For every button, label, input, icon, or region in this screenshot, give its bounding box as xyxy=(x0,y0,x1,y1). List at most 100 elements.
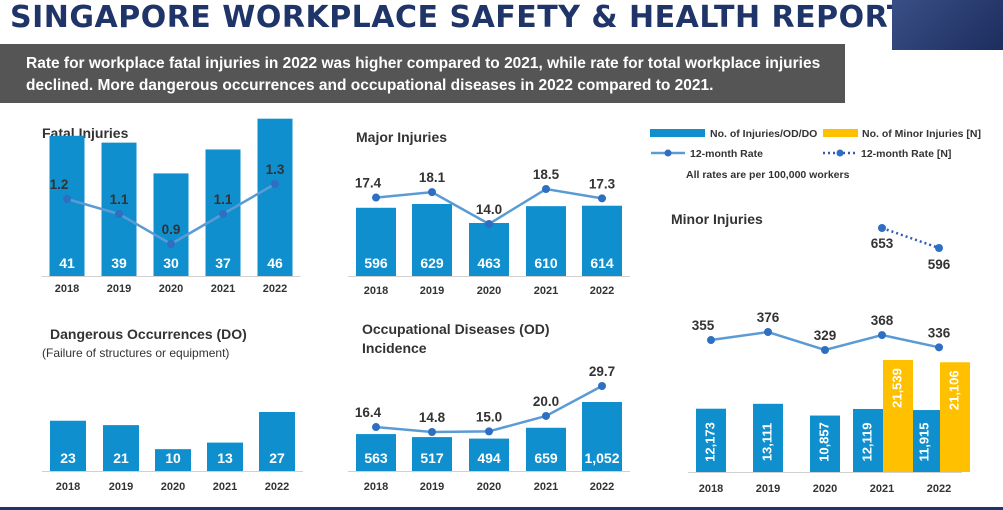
od-rate-label: 14.8 xyxy=(419,410,446,425)
major-rate-label: 14.0 xyxy=(476,202,502,217)
major-rate-point xyxy=(372,193,380,202)
fatal-bar-label: 30 xyxy=(163,255,179,271)
do-chart: 23 21 10 13 27 2018 2019 2020 2021 2022 xyxy=(42,412,303,493)
od-bar-label: 1,052 xyxy=(584,450,619,466)
legend-dashed-line-label: 12-month Rate [N] xyxy=(861,148,951,160)
od-rate-point xyxy=(485,427,493,436)
do-bar xyxy=(259,412,295,471)
major-bar xyxy=(582,205,622,276)
minor-minor-bar xyxy=(940,362,970,472)
summary-text: Rate for workplace fatal injuries in 202… xyxy=(26,55,821,94)
major-bar-label: 463 xyxy=(477,255,501,271)
fatal-bar xyxy=(49,135,85,276)
minor-tick-label: 2018 xyxy=(699,483,723,495)
do-chart-title: Dangerous Occurrences (DO) xyxy=(50,326,247,342)
minor-rate-n-line xyxy=(881,226,940,250)
major-rate-label: 17.4 xyxy=(355,176,382,191)
report-header: SINGAPORE WORKPLACE SAFETY & HEALTH REPO… xyxy=(0,0,1003,104)
od-tick-label: 2020 xyxy=(477,481,501,493)
fatal-rate-label: 1.3 xyxy=(266,162,285,177)
major-rate-label: 18.1 xyxy=(419,170,446,185)
minor-minor-bar-label: 21,539 xyxy=(889,368,904,408)
od-bar-label: 494 xyxy=(477,450,501,466)
od-rate-label: 29.7 xyxy=(589,364,615,379)
fatal-bar-label: 37 xyxy=(215,255,231,271)
od-bar xyxy=(356,434,396,471)
legend-note: All rates are per 100,000 workers xyxy=(686,169,850,181)
fatal-chart: 41 39 30 37 46 2018 2019 2020 2021 2022 1.2 1.1 0.9 1… xyxy=(41,118,301,295)
legend-bar-swatch xyxy=(650,129,705,137)
do-tick-label: 2018 xyxy=(56,481,80,493)
minor-minor-bar xyxy=(883,360,913,472)
od-rate-point xyxy=(598,382,606,390)
fatal-rate-label: 1.1 xyxy=(214,192,233,207)
charts-canvas: Fatal Injuries Major Injuries Dangerous … xyxy=(41,118,981,495)
major-bar xyxy=(356,207,396,276)
fatal-rate-label: 1.1 xyxy=(110,192,129,207)
od-rate-point xyxy=(428,428,436,436)
minor-bar-label: 11,915 xyxy=(916,422,931,461)
do-tick-label: 2022 xyxy=(265,481,289,493)
minor-rate-label: 376 xyxy=(757,310,780,325)
od-bar xyxy=(582,402,622,471)
fatal-rate-label: 0.9 xyxy=(162,222,181,237)
major-rate-point xyxy=(542,185,550,193)
minor-bar-label: 13,111 xyxy=(759,423,774,461)
fatal-rate-point xyxy=(167,240,175,248)
fatal-bar xyxy=(101,142,137,276)
header-stripe xyxy=(892,0,1003,50)
legend-line-marker xyxy=(664,149,672,157)
minor-rate-n-point xyxy=(878,224,886,232)
fatal-bar xyxy=(153,173,189,276)
fatal-tick-label: 2022 xyxy=(263,283,287,295)
do-bar-label: 27 xyxy=(269,450,285,466)
minor-bar xyxy=(753,403,783,472)
od-bar xyxy=(526,427,566,471)
major-tick-label: 2018 xyxy=(364,285,388,297)
minor-rate-n-label: 596 xyxy=(928,257,951,272)
major-bar-label: 614 xyxy=(590,255,614,271)
major-bar-label: 629 xyxy=(420,255,444,271)
minor-rate-label: 336 xyxy=(928,325,951,340)
od-rate-point xyxy=(372,423,380,432)
od-rate-point xyxy=(542,411,550,420)
od-tick-label: 2018 xyxy=(364,481,388,493)
fatal-rate-point xyxy=(63,195,71,203)
minor-bar xyxy=(696,408,726,472)
summary-banner xyxy=(0,44,845,103)
major-tick-label: 2020 xyxy=(477,285,501,297)
fatal-tick-label: 2019 xyxy=(107,283,131,295)
minor-bar xyxy=(810,415,840,472)
minor-rate-point xyxy=(821,346,829,354)
minor-bar xyxy=(853,408,883,472)
legend-minor-bar-swatch xyxy=(823,129,858,137)
od-bar-label: 563 xyxy=(364,450,388,466)
legend-dashed-line-marker xyxy=(836,149,844,157)
do-bar xyxy=(207,442,243,471)
minor-rate-point xyxy=(878,331,886,340)
minor-chart: 12,173 13,111 10,857 12,119 11,915 21,539 21,1… xyxy=(688,224,970,495)
minor-bar-label: 10,857 xyxy=(816,422,831,462)
fatal-bar-label: 39 xyxy=(111,255,127,271)
major-tick-label: 2022 xyxy=(590,285,614,297)
report-title: SINGAPORE WORKPLACE SAFETY & HEALTH REPO… xyxy=(10,0,908,35)
do-tick-label: 2019 xyxy=(109,481,133,493)
minor-minor-bar-label: 21,106 xyxy=(946,370,961,410)
do-bar-label: 21 xyxy=(113,450,129,466)
do-bar-label: 23 xyxy=(60,450,76,466)
major-chart: 596 629 463 610 614 2018 2019 2020 2021 2022 17.4 1… xyxy=(348,167,630,297)
od-bar-label: 659 xyxy=(534,450,558,466)
major-rate-point xyxy=(485,220,493,228)
od-bar-label: 517 xyxy=(420,450,444,466)
od-rate-label: 20.0 xyxy=(533,394,559,409)
minor-rate-point xyxy=(764,328,772,336)
od-bar xyxy=(412,437,452,471)
major-tick-label: 2019 xyxy=(420,285,444,297)
od-chart-title: Occupational Diseases (OD) Incidence xyxy=(362,321,553,356)
minor-tick-label: 2019 xyxy=(756,483,780,495)
fatal-bar xyxy=(257,118,293,277)
od-rate-label: 16.4 xyxy=(355,405,382,420)
minor-tick-label: 2022 xyxy=(927,483,951,495)
minor-tick-label: 2020 xyxy=(813,483,837,495)
fatal-tick-label: 2018 xyxy=(55,283,79,295)
